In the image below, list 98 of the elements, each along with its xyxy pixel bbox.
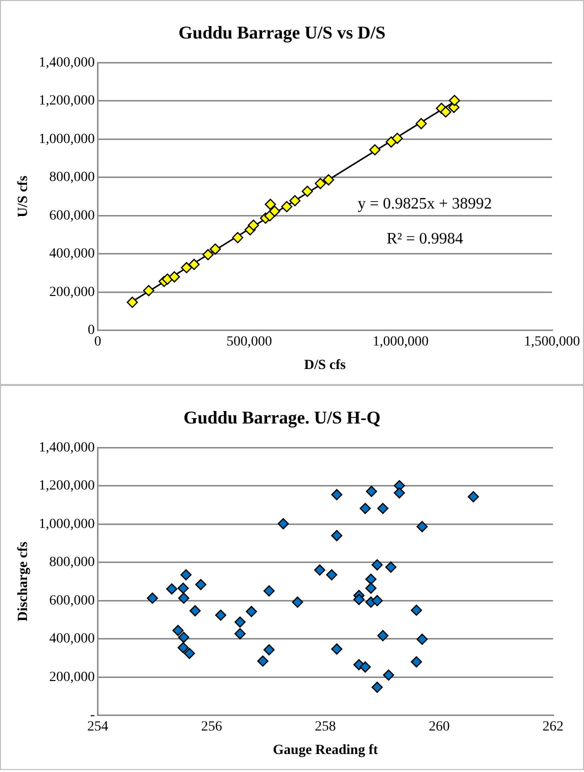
x-tick-label: 256 — [201, 719, 222, 734]
point — [372, 682, 383, 693]
y-tick-label: 200,000 — [49, 670, 95, 685]
point — [440, 106, 452, 118]
x-tick-label: 1,000,000 — [372, 334, 429, 350]
point — [331, 643, 342, 655]
point — [188, 258, 200, 270]
annotation: y = 0.9825x + 38992 — [358, 196, 492, 213]
point — [416, 521, 428, 532]
point — [372, 595, 383, 606]
x-axis-title: Gauge Reading ft — [272, 743, 378, 758]
y-tick-label: 1,000,000 — [38, 516, 95, 532]
x-axis-title: D/S cfs — [304, 358, 346, 374]
point — [302, 186, 313, 197]
point — [416, 634, 428, 645]
point — [234, 616, 246, 628]
point — [195, 578, 206, 590]
point — [210, 244, 221, 255]
point — [331, 530, 342, 542]
point — [202, 249, 214, 260]
point — [178, 642, 189, 654]
point — [166, 583, 178, 595]
point — [377, 502, 388, 514]
chart-title: Guddu Barrage U/S vs D/S — [178, 22, 386, 42]
y-tick-label: 1,400,000 — [38, 440, 95, 456]
point — [386, 136, 397, 148]
y-tick-label: 800,000 — [49, 555, 95, 570]
y-axis-title: Discharge cfs — [16, 541, 32, 622]
point — [278, 518, 289, 530]
point — [377, 630, 388, 642]
point — [289, 195, 301, 206]
point — [385, 562, 396, 573]
y-tick-label: 1,000,000 — [38, 132, 95, 147]
y-tick-label: 600,000 — [49, 593, 95, 608]
point — [162, 274, 174, 285]
point — [190, 605, 201, 616]
chart-title: Guddu Barrage. U/S H-Q — [183, 407, 381, 428]
annotation: R² = 0.9984 — [386, 230, 464, 248]
y-tick-label: 1,200,000 — [38, 94, 95, 109]
x-tick-label: 258 — [314, 719, 336, 734]
point — [410, 604, 422, 616]
point — [360, 502, 371, 514]
point — [180, 262, 192, 274]
point — [360, 661, 371, 673]
point — [369, 144, 380, 156]
point — [281, 201, 292, 212]
point — [326, 569, 338, 580]
point — [232, 232, 244, 244]
point — [178, 592, 190, 604]
y-tick-label: 200,000 — [49, 284, 95, 300]
point — [143, 285, 154, 296]
point — [248, 220, 260, 231]
point — [322, 174, 334, 186]
point — [353, 594, 365, 606]
point — [292, 596, 304, 608]
x-tick-label: 254 — [87, 719, 108, 734]
point — [365, 582, 377, 594]
point — [448, 94, 460, 106]
point — [168, 271, 180, 282]
point — [468, 491, 479, 502]
point — [366, 486, 378, 498]
y-tick-label: 400,000 — [49, 246, 95, 262]
point — [178, 632, 190, 643]
point — [146, 592, 158, 604]
point — [382, 669, 394, 681]
x-tick-label: 500,000 — [226, 334, 272, 350]
point — [331, 489, 342, 500]
point — [126, 296, 138, 308]
point — [416, 118, 427, 130]
y-axis-title: U/S cfs — [16, 175, 32, 218]
point — [264, 198, 276, 210]
point — [246, 606, 258, 618]
y-tick-label: 1,200,000 — [38, 478, 95, 494]
point — [365, 574, 377, 585]
point — [263, 644, 275, 656]
point — [263, 585, 275, 596]
x-tick-label: 262 — [542, 719, 564, 734]
y-tick-label: 0 — [88, 323, 95, 338]
point — [394, 487, 405, 499]
point — [314, 564, 326, 576]
point — [172, 624, 184, 636]
point — [269, 206, 280, 217]
point — [180, 569, 192, 580]
y-tick-label: 800,000 — [49, 170, 95, 186]
point — [392, 132, 403, 144]
y-tick-label: 600,000 — [49, 208, 95, 224]
point — [410, 656, 422, 668]
y-tick-label: 400,000 — [49, 632, 95, 647]
point — [257, 655, 268, 667]
x-tick-label: 260 — [428, 719, 450, 734]
x-tick-label: 1,500,000 — [524, 334, 580, 350]
point — [184, 648, 196, 660]
point — [178, 582, 189, 594]
point — [314, 178, 326, 190]
point — [234, 628, 246, 640]
y-tick-label: 1,400,000 — [38, 55, 95, 70]
point — [372, 559, 383, 570]
point — [215, 610, 226, 621]
